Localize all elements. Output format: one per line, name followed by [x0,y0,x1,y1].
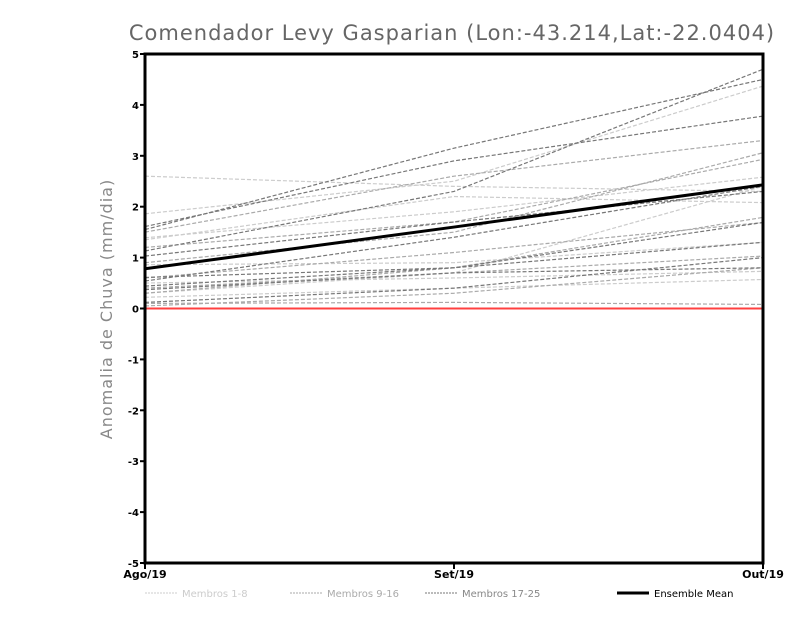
chart-title: Comendador Levy Gasparian (Lon:-43.214,L… [129,21,775,45]
member-line-group2-6 [144,267,764,307]
member-line-group1-3 [144,176,764,239]
y-tick-label: 4 [132,101,139,112]
y-tick-label: 0 [132,305,139,316]
x-tick-label: Out/19 [742,568,784,581]
member-line-group2-4 [144,221,764,279]
y-tick-label: 5 [132,50,139,61]
member-line-group2-7 [144,152,764,264]
y-tick-label: -5 [128,559,139,570]
legend-label-1: Membros 1-8 [182,589,248,600]
member-line-group1-1 [144,175,764,193]
member-line-group2-3 [144,255,764,289]
y-tick-label: 2 [132,203,139,214]
member-line-group1-2 [144,85,764,215]
member-line-group2-1 [144,139,764,233]
y-tick-label: -1 [128,355,139,366]
member-line-group2-2 [144,158,764,249]
member-line-group2-8 [144,216,764,294]
member-line-group3-1 [144,78,764,231]
y-tick-label: -4 [128,508,139,519]
member-line-group1-4 [144,195,764,241]
member-line-group3-7 [144,241,764,287]
member-line-group3-6 [144,185,764,282]
member-line-group3-4 [144,190,764,257]
member-line-group3-8 [144,267,764,291]
y-tick-label: -3 [128,457,139,468]
y-tick-label: 3 [132,152,139,163]
y-axis-label: Anomalia de Chuva (mm/dia) [97,179,116,439]
member-line-group2-5 [144,301,764,306]
legend-label-3: Membros 17-25 [462,589,540,600]
member-line-group3-2 [144,115,764,228]
y-tick-label: 1 [132,254,139,265]
member-line-group3-3 [144,68,764,252]
member-line-group1-8 [144,270,764,284]
x-tick-label: Ago/19 [123,568,166,581]
ensemble-mean-line [144,183,764,271]
member-line-group1-5 [144,241,764,266]
legend-label-2: Membros 9-16 [327,589,399,600]
legend-label-4: Ensemble Mean [654,589,733,600]
member-line-group3-9 [144,257,764,303]
x-tick-label: Set/19 [434,568,474,581]
y-tick-label: -2 [128,406,139,417]
